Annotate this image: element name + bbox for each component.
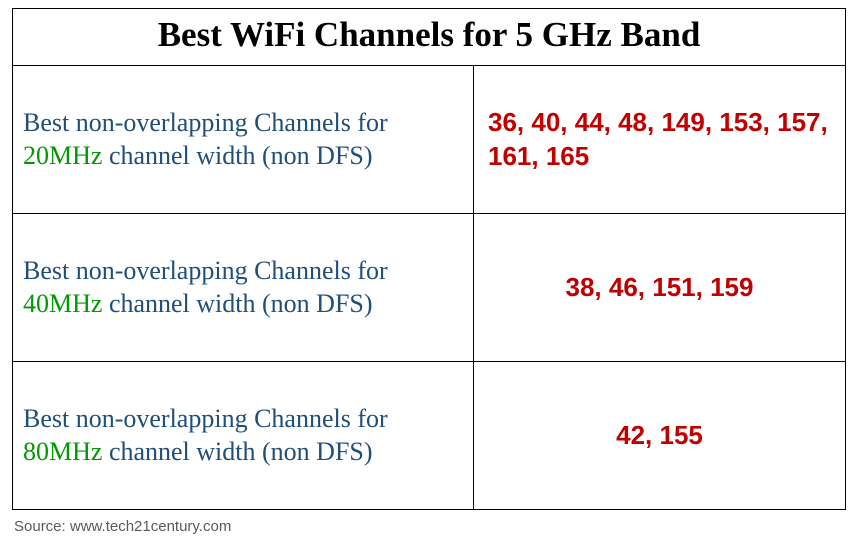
desc-suffix: channel width (non DFS): [102, 141, 372, 170]
wifi-channels-table: Best WiFi Channels for 5 GHz Band Best n…: [12, 8, 846, 510]
table-row: Best non-overlapping Channels for 80MHz …: [13, 362, 846, 510]
desc-suffix: channel width (non DFS): [102, 289, 372, 318]
table-row: Best non-overlapping Channels for 20MHz …: [13, 66, 846, 214]
desc-suffix: channel width (non DFS): [102, 437, 372, 466]
description-cell: Best non-overlapping Channels for 80MHz …: [13, 362, 474, 510]
channels-cell: 42, 155: [474, 362, 846, 510]
description-cell: Best non-overlapping Channels for 20MHz …: [13, 66, 474, 214]
desc-prefix: Best non-overlapping Channels for: [23, 108, 388, 137]
mhz-value: 40MHz: [23, 289, 102, 318]
mhz-value: 80MHz: [23, 437, 102, 466]
description-cell: Best non-overlapping Channels for 40MHz …: [13, 214, 474, 362]
desc-prefix: Best non-overlapping Channels for: [23, 404, 388, 433]
table-row: Best non-overlapping Channels for 40MHz …: [13, 214, 846, 362]
desc-prefix: Best non-overlapping Channels for: [23, 256, 388, 285]
channels-cell: 38, 46, 151, 159: [474, 214, 846, 362]
table-title: Best WiFi Channels for 5 GHz Band: [13, 9, 846, 66]
source-text: Source: www.tech21century.com: [14, 518, 845, 535]
mhz-value: 20MHz: [23, 141, 102, 170]
channels-cell: 36, 40, 44, 48, 149, 153, 157, 161, 165: [474, 66, 846, 214]
